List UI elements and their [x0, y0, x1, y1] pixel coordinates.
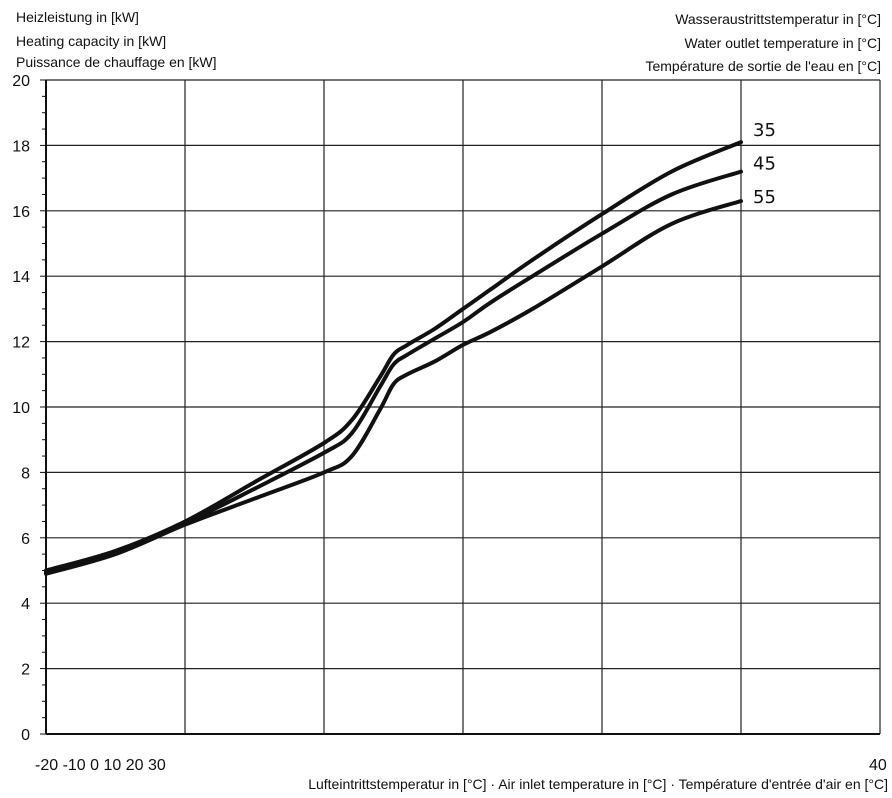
y-tick-label: 0: [21, 727, 30, 744]
y-tick-label: 4: [21, 596, 30, 613]
y-tick-label: 18: [12, 138, 30, 155]
series-line-35: [44, 140, 743, 573]
legend-title-de: Wasseraustrittstemperatur in [°C]: [675, 11, 881, 27]
series-line-45: [44, 169, 743, 575]
y-axis-label-de: Heizleistung in [kW]: [16, 9, 139, 25]
series-labels: 35 45 55: [753, 120, 776, 208]
y-tick-label: 10: [12, 400, 30, 417]
legend-title-fr: Température de sortie de l'eau en [°C]: [645, 58, 881, 74]
x-tick-label-40: 40: [869, 757, 887, 774]
legend-title-en: Water outlet temperature in [°C]: [684, 35, 882, 51]
y-tick-label: 6: [21, 531, 30, 548]
y-tick-label: 16: [12, 204, 30, 221]
y-tick-label: 14: [12, 269, 30, 286]
y-axis-label-en: Heating capacity in [kW]: [16, 33, 167, 49]
x-tick-label-group: -20 -10 0 10 20 30: [35, 757, 166, 774]
y-ticks: 0 2 4 6 8 10 12 14 16 18 20: [12, 73, 30, 744]
y-tick-label: 20: [12, 73, 30, 90]
y-axis-label-fr: Puissance de chauffage en [kW]: [16, 54, 217, 70]
series-lines: [44, 140, 743, 576]
series-line-55: [44, 199, 743, 576]
y-tick-label: 12: [12, 335, 30, 352]
series-label-45: 45: [753, 154, 776, 175]
series-label-35: 35: [753, 120, 776, 141]
x-axis-label: Lufteintrittstemperatur in [°C] · Air in…: [308, 776, 888, 792]
grid: [46, 79, 881, 734]
series-label-55: 55: [753, 187, 776, 208]
y-tick-label: 2: [21, 662, 30, 679]
y-tick-label: 8: [21, 465, 30, 482]
